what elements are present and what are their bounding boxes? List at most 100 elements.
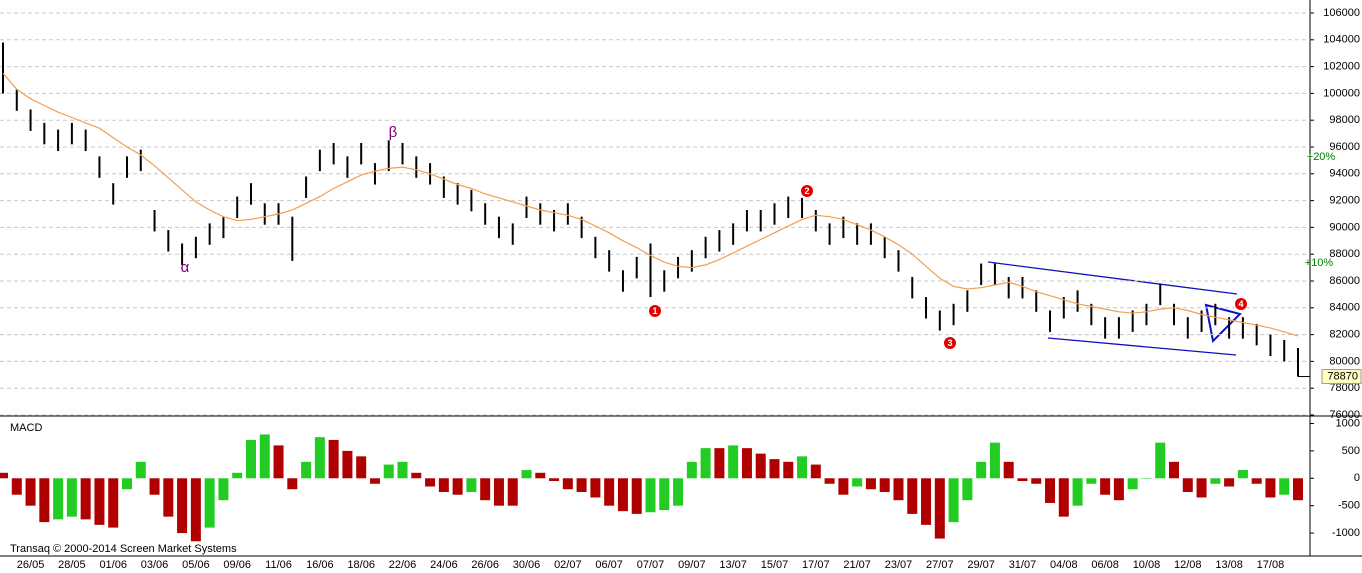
y-tick-label: 106000	[1323, 7, 1360, 19]
macd-bar	[204, 478, 215, 528]
macd-bar	[190, 478, 201, 542]
x-tick-label: 23/07	[885, 559, 913, 571]
macd-bar	[645, 478, 656, 513]
macd-bar	[507, 478, 518, 506]
x-tick-label: 21/07	[843, 559, 871, 571]
macd-bar	[549, 478, 560, 482]
trend-line	[987, 261, 1238, 295]
macd-bar	[838, 478, 849, 495]
macd-bar	[1210, 478, 1221, 484]
macd-bar	[480, 478, 491, 501]
macd-bar	[493, 478, 504, 506]
macd-bar	[94, 478, 105, 525]
macd-bar	[1224, 478, 1235, 487]
macd-bar	[1100, 478, 1111, 495]
macd-bar	[356, 456, 367, 479]
x-tick-label: 09/07	[678, 559, 706, 571]
y-tick-label: 104000	[1323, 34, 1360, 46]
x-tick-label: 02/07	[554, 559, 582, 571]
macd-bar	[1141, 478, 1152, 479]
macd-bar	[962, 478, 973, 501]
macd-bar	[1058, 478, 1069, 517]
macd-bar	[411, 472, 422, 479]
macd-bar	[1113, 478, 1124, 501]
macd-bar	[314, 437, 325, 479]
x-tick-label: 12/08	[1174, 559, 1202, 571]
x-tick-label: 07/07	[637, 559, 665, 571]
x-tick-label: 01/06	[99, 559, 127, 571]
macd-bar	[1003, 461, 1014, 479]
macd-bar	[25, 478, 36, 506]
x-tick-label: 03/06	[141, 559, 169, 571]
macd-bar	[948, 478, 959, 523]
macd-bar	[259, 434, 270, 479]
wave-marker	[1235, 298, 1247, 310]
macd-bar	[921, 478, 932, 525]
macd-bar	[714, 448, 725, 479]
x-tick-label: 10/08	[1133, 559, 1161, 571]
macd-bar	[232, 472, 243, 479]
y-tick-label: 76000	[1329, 409, 1360, 421]
macd-bar	[934, 478, 945, 539]
y-tick-label: 82000	[1329, 329, 1360, 341]
y-tick-label: 102000	[1323, 61, 1360, 73]
macd-bar	[879, 478, 890, 492]
macd-bar	[1182, 478, 1193, 492]
x-tick-label: 13/07	[719, 559, 747, 571]
macd-bar	[1293, 478, 1303, 501]
x-tick-label: 22/06	[389, 559, 417, 571]
macd-bar	[728, 445, 739, 479]
macd-bar	[1155, 442, 1166, 479]
macd-bar	[369, 478, 380, 484]
macd-bar	[1237, 470, 1248, 479]
macd-bar	[824, 478, 835, 484]
trend-channel	[987, 261, 1242, 356]
x-tick-label: 04/08	[1050, 559, 1078, 571]
macd-bar	[1196, 478, 1207, 498]
macd-bar	[66, 478, 77, 517]
macd-bar	[604, 478, 615, 506]
y-tick-label: 78000	[1329, 382, 1360, 394]
macd-bar	[452, 478, 463, 495]
macd-bar	[769, 459, 780, 479]
x-tick-label: 11/06	[265, 559, 292, 571]
y-tick-label: 100000	[1323, 87, 1360, 99]
macd-bar	[245, 439, 256, 479]
macd-bar	[1169, 461, 1180, 479]
macd-bar	[893, 478, 904, 501]
x-tick-label: 29/07	[967, 559, 995, 571]
macd-bar	[741, 448, 752, 479]
macd-bar	[80, 478, 91, 520]
macd-bar	[466, 478, 477, 492]
x-tick-label: 06/08	[1091, 559, 1119, 571]
macd-bar	[218, 478, 229, 501]
macd-bar	[590, 478, 601, 498]
x-tick-label: 09/06	[223, 559, 251, 571]
macd-bar	[149, 478, 160, 495]
y-tick-label: 92000	[1329, 195, 1360, 207]
y-tick-label: 84000	[1329, 302, 1360, 314]
y-tick-label: 0	[1354, 472, 1360, 484]
y-tick-label: 1000	[1336, 417, 1360, 429]
macd-bar	[1265, 478, 1276, 498]
macd-bar	[631, 478, 642, 514]
x-tick-label: 26/06	[471, 559, 499, 571]
annotation: α	[181, 259, 190, 276]
macd-bar	[686, 461, 697, 479]
macd-bar	[1279, 478, 1290, 495]
macd-bar	[287, 478, 298, 490]
moving-average	[2, 72, 1299, 337]
x-tick-label: 17/07	[802, 559, 830, 571]
macd-bar	[576, 478, 587, 492]
macd-bar	[783, 461, 794, 479]
y-tick-label: 86000	[1329, 275, 1360, 287]
x-tick-label: 16/06	[306, 559, 334, 571]
y-tick-label: 96000	[1329, 141, 1360, 153]
macd-bar	[797, 456, 808, 479]
macd-bar	[1127, 478, 1138, 490]
wave-label: 2	[804, 186, 809, 196]
wave-label: 3	[947, 338, 952, 348]
x-tick-label: 24/06	[430, 559, 458, 571]
macd-bar	[53, 478, 64, 520]
x-tick-label: 06/07	[595, 559, 623, 571]
